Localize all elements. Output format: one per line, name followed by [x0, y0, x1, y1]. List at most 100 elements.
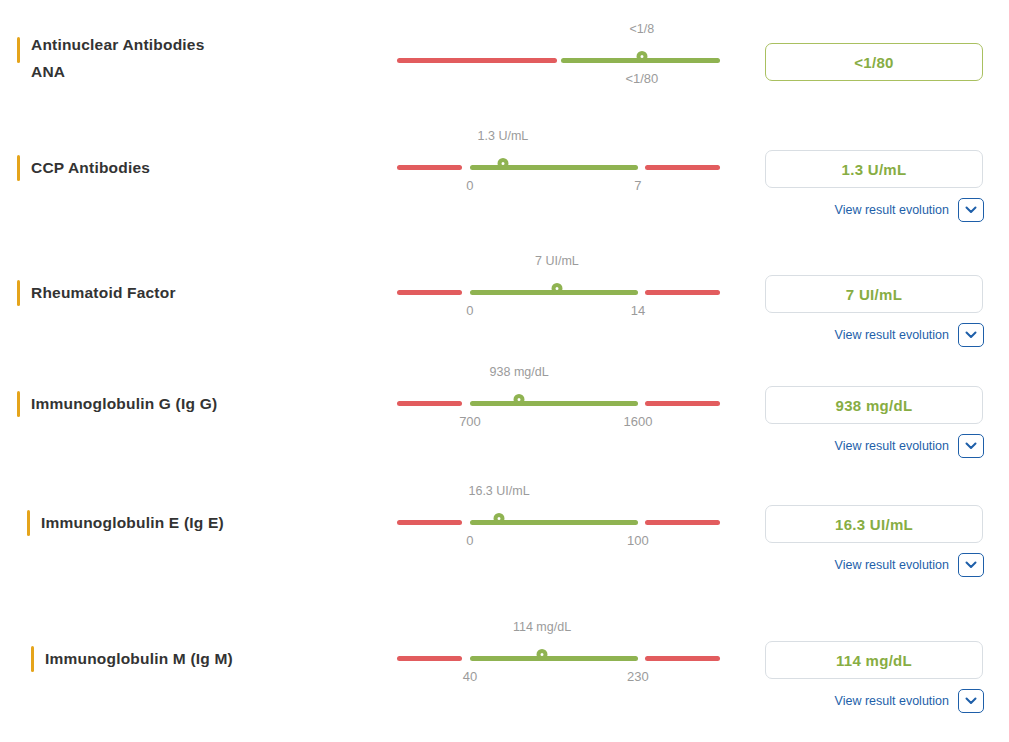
slider-segment-green [470, 165, 638, 170]
slider-track[interactable] [397, 401, 720, 406]
test-name: Antinuclear Antibodies ANA [31, 31, 204, 85]
slider-segment-red [645, 165, 720, 170]
result-value: 16.3 UI/mL [835, 516, 913, 533]
chevron-down-button[interactable] [958, 434, 984, 458]
test-name: Immunoglobulin G (Ig G) [31, 391, 217, 417]
result-value: 114 mg/dL [836, 652, 912, 669]
slider-segment-red [397, 520, 462, 525]
evolution-row: View result evolution [765, 322, 984, 348]
slider-value-label: 114 mg/dL [513, 620, 571, 634]
range-max-label: 7 [634, 178, 641, 193]
test-label: Antinuclear Antibodies ANA [17, 31, 204, 85]
evolution-row: View result evolution [765, 197, 984, 223]
result-range-slider: 16.3 UI/mL 0 100 [397, 478, 720, 573]
slider-segment-red [645, 520, 720, 525]
slider-handle[interactable] [537, 649, 548, 660]
view-result-evolution-link[interactable]: View result evolution [835, 203, 949, 217]
slider-value-label: 1.3 U/mL [478, 129, 529, 143]
test-name: Immunoglobulin M (Ig M) [45, 646, 233, 672]
test-marker-bar [17, 37, 20, 63]
view-result-evolution-link[interactable]: View result evolution [835, 694, 949, 708]
result-value-box: 16.3 UI/mL [765, 505, 983, 543]
range-max-label: 230 [627, 669, 649, 684]
range-min-label: 0 [466, 178, 473, 193]
result-range-slider: 938 mg/dL 700 1600 [397, 359, 720, 454]
slider-segment-green [470, 401, 638, 406]
range-min-label: 0 [466, 533, 473, 548]
result-range-slider: 1.3 U/mL 0 7 [397, 123, 720, 218]
slider-track[interactable] [397, 520, 720, 525]
slider-handle[interactable] [494, 513, 505, 524]
chevron-down-icon [965, 561, 977, 569]
range-max-label: 1600 [623, 414, 652, 429]
slider-value-label: <1/8 [629, 22, 654, 36]
slider-handle[interactable] [514, 394, 525, 405]
range-max-label: 100 [627, 533, 649, 548]
slider-segment-red [397, 290, 462, 295]
test-label: CCP Antibodies [17, 155, 150, 181]
evolution-row: View result evolution [765, 552, 984, 578]
slider-track[interactable] [397, 165, 720, 170]
chevron-down-icon [965, 206, 977, 214]
slider-segment-red [645, 401, 720, 406]
result-range-slider: <1/8 <1/80 [397, 16, 720, 111]
result-value-box: 114 mg/dL [765, 641, 983, 679]
chevron-down-icon [965, 697, 977, 705]
result-value-box: 938 mg/dL [765, 386, 983, 424]
test-label: Rheumatoid Factor [17, 280, 176, 306]
test-name: CCP Antibodies [31, 155, 150, 181]
test-marker-bar [17, 155, 20, 181]
test-name-line1: Antinuclear Antibodies [31, 31, 204, 58]
result-value: 1.3 U/mL [842, 161, 907, 178]
test-row-rheumatoid-factor: Rheumatoid Factor 7 UI/mL 0 14 7 UI/mL V… [0, 248, 1009, 353]
test-row-igm: Immunoglobulin M (Ig M) 114 mg/dL 40 230… [0, 614, 1009, 719]
view-result-evolution-link[interactable]: View result evolution [835, 439, 949, 453]
test-marker-bar [17, 391, 20, 417]
chevron-down-icon [965, 331, 977, 339]
slider-handle[interactable] [636, 51, 647, 62]
test-label: Immunoglobulin M (Ig M) [31, 646, 233, 672]
test-label: Immunoglobulin E (Ig E) [27, 510, 224, 536]
chevron-down-button[interactable] [958, 689, 984, 713]
slider-segment-green [470, 656, 638, 661]
range-min-label: 700 [459, 414, 481, 429]
result-value-box: 1.3 U/mL [765, 150, 983, 188]
chevron-down-button[interactable] [958, 553, 984, 577]
slider-segment-red [397, 165, 462, 170]
result-value-box: <1/80 [765, 43, 983, 81]
slider-segment-red [645, 290, 720, 295]
view-result-evolution-link[interactable]: View result evolution [835, 328, 949, 342]
chevron-down-button[interactable] [958, 323, 984, 347]
slider-below-label: <1/80 [625, 71, 658, 86]
test-marker-bar [17, 280, 20, 306]
slider-handle[interactable] [497, 158, 508, 169]
lab-results-panel: Antinuclear Antibodies ANA <1/8 <1/80 <1… [0, 0, 1009, 742]
result-value: 7 UI/mL [846, 286, 902, 303]
slider-value-label: 16.3 UI/mL [468, 484, 529, 498]
result-value: <1/80 [854, 54, 893, 71]
result-value: 938 mg/dL [836, 397, 913, 414]
evolution-row: View result evolution [765, 433, 984, 459]
test-marker-bar [31, 646, 34, 672]
result-range-slider: 114 mg/dL 40 230 [397, 614, 720, 709]
range-min-label: 40 [463, 669, 477, 684]
slider-track[interactable] [397, 656, 720, 661]
test-row-ana: Antinuclear Antibodies ANA <1/8 <1/80 <1… [0, 16, 1009, 121]
view-result-evolution-link[interactable]: View result evolution [835, 558, 949, 572]
result-range-slider: 7 UI/mL 0 14 [397, 248, 720, 343]
slider-handle[interactable] [551, 283, 562, 294]
evolution-row: View result evolution [765, 688, 984, 714]
test-row-ccp: CCP Antibodies 1.3 U/mL 0 7 1.3 U/mL Vie… [0, 123, 1009, 228]
slider-value-label: 7 UI/mL [535, 254, 579, 268]
chevron-down-icon [965, 442, 977, 450]
test-row-igg: Immunoglobulin G (Ig G) 938 mg/dL 700 16… [0, 359, 1009, 464]
test-name: Immunoglobulin E (Ig E) [41, 510, 224, 536]
result-value-box: 7 UI/mL [765, 275, 983, 313]
chevron-down-button[interactable] [958, 198, 984, 222]
slider-segment-red [397, 401, 462, 406]
slider-track[interactable] [397, 58, 720, 63]
slider-value-label: 938 mg/dL [490, 365, 549, 379]
slider-segment-red [397, 58, 557, 63]
range-max-label: 14 [631, 303, 645, 318]
slider-segment-red [645, 656, 720, 661]
